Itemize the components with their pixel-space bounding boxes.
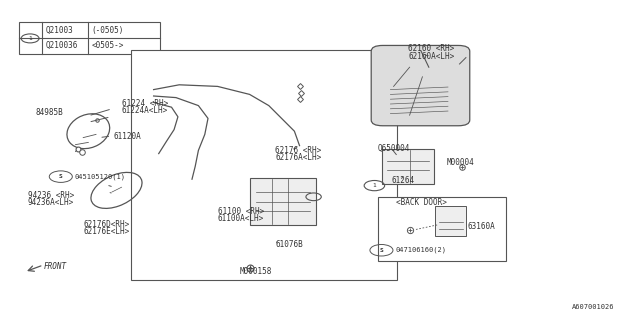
FancyBboxPatch shape <box>250 178 316 225</box>
Text: 84985B: 84985B <box>35 108 63 116</box>
Text: 63160A: 63160A <box>467 222 495 231</box>
Text: FRONT: FRONT <box>44 262 67 271</box>
Text: 61224 <RH>: 61224 <RH> <box>122 99 168 108</box>
Text: Q210036: Q210036 <box>46 41 79 50</box>
Text: A607001026: A607001026 <box>572 304 614 309</box>
FancyBboxPatch shape <box>378 197 506 261</box>
Text: Q650004: Q650004 <box>378 144 410 153</box>
Text: 61264: 61264 <box>392 176 415 185</box>
FancyBboxPatch shape <box>435 206 466 236</box>
Text: 62160 <RH>: 62160 <RH> <box>408 44 454 53</box>
FancyBboxPatch shape <box>131 50 397 280</box>
Text: 62160A<LH>: 62160A<LH> <box>408 52 454 60</box>
Text: M000158: M000158 <box>240 267 273 276</box>
Text: 62176A<LH>: 62176A<LH> <box>275 153 321 162</box>
Text: 62176D<RH>: 62176D<RH> <box>83 220 129 229</box>
Text: 61076B: 61076B <box>275 240 303 249</box>
Text: Q21003: Q21003 <box>46 26 74 35</box>
Text: 61100A<LH>: 61100A<LH> <box>218 214 264 223</box>
Text: 94236A<LH>: 94236A<LH> <box>28 198 74 207</box>
Text: S: S <box>59 174 63 179</box>
FancyBboxPatch shape <box>382 149 434 184</box>
Text: 045105120(1): 045105120(1) <box>75 173 126 180</box>
Text: 61120A: 61120A <box>114 132 141 140</box>
Text: 047106160(2): 047106160(2) <box>396 247 447 253</box>
Text: S: S <box>380 248 383 253</box>
FancyBboxPatch shape <box>371 45 470 126</box>
FancyBboxPatch shape <box>19 22 160 54</box>
Text: 62176E<LH>: 62176E<LH> <box>83 227 129 236</box>
Text: <BACK DOOR>: <BACK DOOR> <box>396 198 446 207</box>
Text: 94236 <RH>: 94236 <RH> <box>28 191 74 200</box>
Text: 1: 1 <box>372 183 376 188</box>
Text: 1: 1 <box>28 36 32 41</box>
Text: 62176 <RH>: 62176 <RH> <box>275 146 321 155</box>
Text: 61224A<LH>: 61224A<LH> <box>122 106 168 115</box>
Text: 61100 <RH>: 61100 <RH> <box>218 207 264 216</box>
Text: M00004: M00004 <box>447 158 474 167</box>
Text: <0505->: <0505-> <box>92 41 124 50</box>
Text: (-0505): (-0505) <box>92 26 124 35</box>
